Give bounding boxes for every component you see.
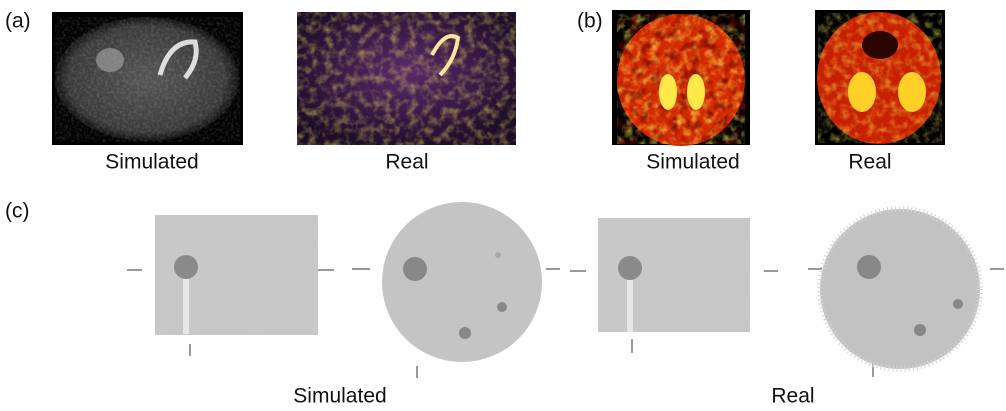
- sphere: [174, 255, 198, 279]
- panel-label: (b): [577, 10, 603, 33]
- image-noise: [297, 12, 516, 145]
- caption: Simulated: [646, 151, 739, 174]
- caption: Simulated: [105, 151, 198, 174]
- sphere: [495, 252, 501, 258]
- sphere: [497, 302, 507, 312]
- sphere: [914, 324, 926, 336]
- caption: Simulated: [293, 385, 386, 408]
- sphere: [459, 327, 471, 339]
- sphere: [618, 256, 642, 280]
- caption: Real: [385, 151, 428, 174]
- sphere: [953, 299, 963, 309]
- sphere: [857, 255, 881, 279]
- striatum: [687, 74, 705, 110]
- striatum: [898, 72, 926, 112]
- panel-label: (a): [5, 10, 31, 33]
- panel-label: (c): [5, 200, 30, 223]
- rod: [183, 279, 189, 334]
- image-noise: [55, 17, 240, 142]
- striatum: [659, 74, 677, 110]
- rod: [627, 280, 633, 332]
- image-noise: [617, 14, 745, 144]
- blob: [96, 48, 124, 72]
- figure: (a) Simulated Real (b) Simulated Real (c…: [0, 0, 1006, 411]
- caption: Real: [771, 385, 814, 408]
- caption: Real: [848, 151, 891, 174]
- ventricle: [862, 31, 898, 59]
- phantom-axial-real: [820, 209, 980, 369]
- sphere: [403, 257, 427, 281]
- striatum: [848, 72, 876, 112]
